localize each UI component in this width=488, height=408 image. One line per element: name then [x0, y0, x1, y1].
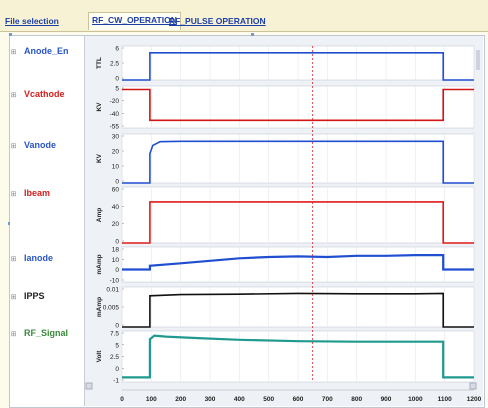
- y-tick-label: 10: [112, 164, 120, 171]
- x-tick-label: 300: [205, 396, 216, 403]
- series-line: [122, 254, 474, 271]
- expand-icon[interactable]: ⊞: [10, 191, 17, 198]
- y-tick-label: 0: [115, 239, 119, 246]
- signal-label-rf-signal: RF_Signal: [24, 328, 69, 338]
- panel-anode-en: 6 2.5 0 TTL: [96, 46, 475, 83]
- expand-icon[interactable]: ⊞: [10, 49, 17, 56]
- y-axis-label: TTL: [96, 57, 103, 69]
- y-tick-label: -10: [110, 278, 120, 285]
- scroll-arrow-left[interactable]: [85, 382, 93, 390]
- panel-vcathode: 5 -20 -40 -55 KV: [96, 86, 475, 131]
- y-tick-label: 6: [115, 46, 119, 53]
- y-tick-label: 5: [115, 342, 119, 349]
- y-tick-label: -1: [113, 378, 119, 385]
- series-line: [122, 292, 474, 328]
- signal-label-ipps: IPPS: [24, 291, 45, 301]
- y-tick-label: 20: [112, 221, 120, 228]
- expand-icon[interactable]: ⊞: [10, 143, 17, 150]
- y-tick-label: 0: [115, 323, 119, 330]
- panel-rf-signal: 7.5 5 2.5 0 -1 Volt: [96, 331, 475, 385]
- scroll-arrow-right[interactable]: [469, 382, 477, 390]
- y-tick-label: -20: [110, 98, 120, 105]
- series-line: [122, 140, 474, 184]
- tab-rf-cw-operation[interactable]: RF_CW_OPERATION: [88, 12, 181, 30]
- panel-ibeam: 60 40 20 0 Amp: [96, 187, 475, 246]
- y-tick-label: 7.5: [110, 331, 119, 338]
- x-tick-label: 0: [120, 396, 124, 403]
- x-tick-label: 1000: [408, 396, 423, 403]
- signal-label-ibeam: Ibeam: [24, 188, 51, 198]
- signal-label-anode-en: Anode_En: [24, 46, 69, 56]
- x-tick-label: 700: [322, 396, 333, 403]
- series-line: [122, 51, 474, 81]
- x-tick-label: 600: [293, 396, 304, 403]
- y-tick-label: 0: [115, 267, 119, 274]
- y-tick-label: 30: [112, 134, 120, 141]
- y-tick-label: 0.01: [106, 287, 119, 294]
- signal-label-ianode: Ianode: [24, 253, 54, 263]
- series-line: [122, 201, 474, 244]
- signal-label-vcathode: Vcathode: [24, 89, 65, 99]
- y-tick-label: 0: [115, 366, 119, 373]
- series-line: [122, 88, 474, 122]
- x-tick-label: 500: [263, 396, 274, 403]
- y-tick-label: 20: [112, 149, 120, 156]
- x-tick-label: 200: [175, 396, 186, 403]
- expand-icon[interactable]: ⊞: [10, 331, 17, 338]
- x-tick-label: 100: [146, 396, 157, 403]
- signal-list: ⊞ Anode_En ⊞ Vcathode ⊞ Vanode ⊞ Ibeam ⊞…: [10, 36, 82, 406]
- y-tick-label: 2.5: [110, 354, 119, 361]
- series-line: [122, 334, 474, 379]
- panel-ipps: 0.01 0.005 0 mAmp: [96, 287, 475, 330]
- x-tick-label: 1100: [438, 396, 452, 403]
- x-tick-label: 400: [234, 396, 245, 403]
- expand-icon[interactable]: ⊞: [10, 294, 17, 301]
- frame-top-marker: [251, 33, 254, 36]
- y-axis-label: KV: [96, 153, 103, 163]
- expand-icon[interactable]: ⊞: [10, 92, 17, 99]
- y-tick-label: 5: [115, 86, 119, 93]
- panel-ianode: 18 10 0 -10 mAmp: [96, 247, 475, 285]
- x-tick-label: 1200: [467, 396, 482, 403]
- y-tick-label: -40: [110, 111, 120, 118]
- tab-bar: File selection RF_CW_OPERATION RF_PULSE …: [0, 0, 488, 32]
- y-axis-label: KV: [96, 102, 103, 112]
- frame-corner-marker: [9, 33, 12, 36]
- expand-icon[interactable]: ⊞: [10, 256, 17, 263]
- scrollbar-thumb[interactable]: [476, 50, 480, 70]
- y-tick-label: 18: [112, 247, 120, 254]
- y-tick-label: 40: [112, 204, 120, 211]
- y-tick-label: 0: [115, 76, 119, 83]
- x-tick-label: 800: [351, 396, 362, 403]
- y-axis-label: mAmp: [96, 297, 103, 317]
- y-tick-label: 0: [115, 179, 119, 186]
- y-axis-label: Volt: [96, 350, 103, 363]
- y-tick-label: 2.5: [110, 61, 119, 68]
- y-axis-label: Amp: [96, 208, 103, 222]
- y-tick-label: 60: [112, 187, 120, 194]
- signal-label-vanode: Vanode: [24, 140, 57, 150]
- y-axis-label: mAmp: [96, 254, 103, 274]
- x-tick-label: 900: [381, 396, 392, 403]
- y-tick-label: 0.005: [103, 305, 120, 312]
- y-tick-label: -55: [110, 124, 120, 131]
- tab-rf-pulse-operation[interactable]: RF_PULSE OPERATION: [169, 16, 266, 26]
- panel-vanode: 30 20 10 0 KV: [96, 134, 475, 186]
- frame-left-marker: [8, 222, 11, 225]
- tab-file-selection[interactable]: File selection: [5, 16, 59, 26]
- y-tick-label: 10: [112, 257, 120, 264]
